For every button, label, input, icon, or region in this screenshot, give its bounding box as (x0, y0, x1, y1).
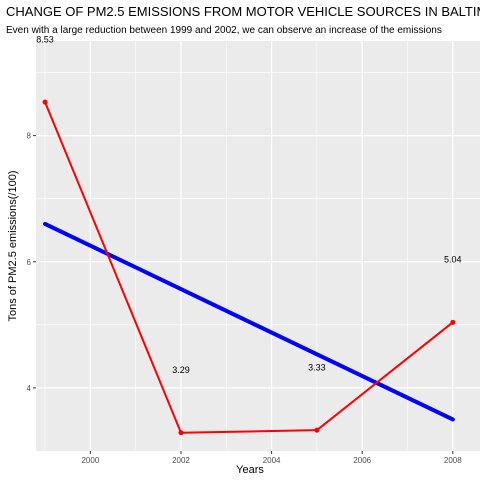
x-tick-label: 2004 (263, 456, 281, 465)
axis-ticks: 2000 2002 2004 2006 2008 4 6 8 (27, 132, 463, 465)
chart-subtitle: Even with a large reduction between 1999… (6, 25, 442, 36)
x-axis-title: Years (236, 464, 264, 476)
emissions-point (314, 427, 320, 433)
x-tick-label: 2000 (81, 456, 99, 465)
data-label: 5.04 (444, 254, 462, 264)
trend-line (43, 221, 455, 422)
emissions-point (178, 430, 184, 436)
data-label: 3.33 (308, 362, 326, 372)
y-tick-label: 4 (27, 384, 32, 393)
y-axis-title: Tons of PM2.5 emissions(/100) (7, 170, 19, 321)
chart-title: CHANGE OF PM2.5 EMISSIONS FROM MOTOR VEH… (6, 4, 480, 19)
data-label: 3.29 (172, 365, 190, 375)
grid-lines (36, 41, 480, 451)
x-tick-label: 2008 (444, 456, 462, 465)
emissions-point (450, 319, 456, 325)
emissions-point (42, 99, 48, 105)
data-labels: 8.53 3.29 3.33 5.04 (36, 34, 461, 375)
x-tick-label: 2006 (353, 456, 371, 465)
data-label: 8.53 (36, 34, 54, 44)
x-tick-label: 2002 (172, 456, 190, 465)
emissions-line (44, 101, 454, 434)
plot-panel (36, 41, 480, 451)
y-tick-label: 8 (27, 132, 32, 141)
y-tick-label: 6 (27, 258, 32, 267)
data-series (42, 99, 456, 436)
